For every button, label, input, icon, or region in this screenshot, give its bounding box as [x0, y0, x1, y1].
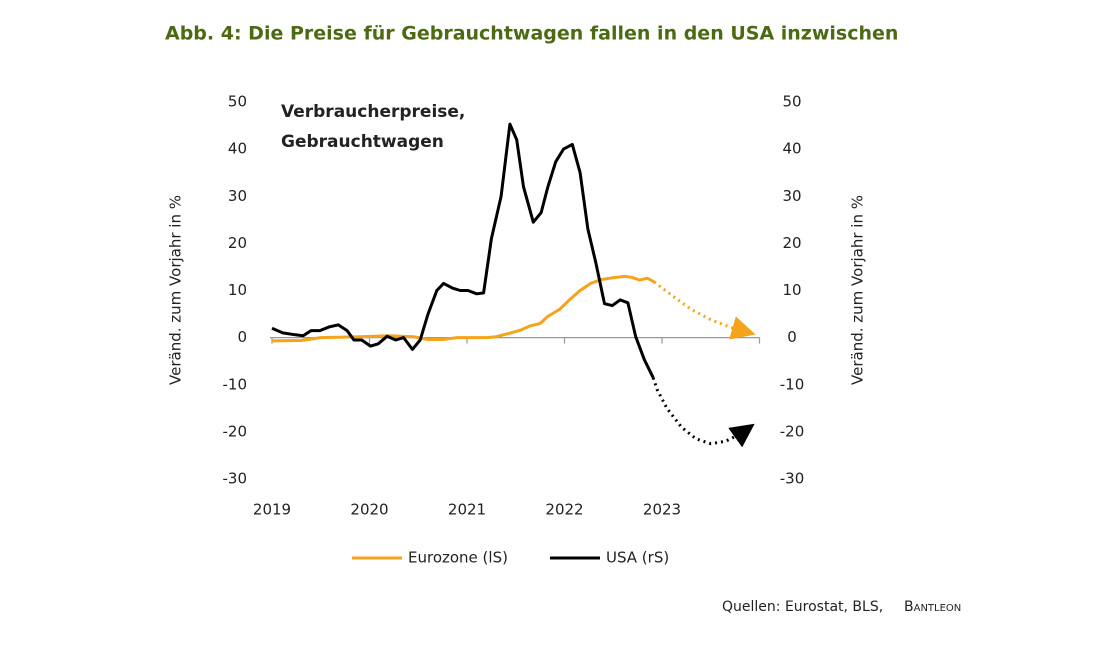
y-tick-label: 0	[237, 328, 247, 346]
y-tick-label: 20	[228, 234, 247, 252]
y2-tick-label: 10	[782, 281, 801, 299]
annotation: Verbraucherpreise,	[281, 102, 465, 122]
forecast-line	[653, 280, 756, 340]
y-axis-label: Veränd. zum Vorjahr in %	[167, 195, 185, 385]
y2-tick-label: -20	[780, 422, 805, 440]
y2-tick-label: 30	[782, 187, 801, 205]
y2-tick-label: 20	[782, 234, 801, 252]
forecast-line	[651, 377, 755, 448]
y2-tick-label: -10	[780, 375, 805, 393]
y-tick-label: -30	[223, 470, 248, 488]
source-brand: Bantleon	[904, 599, 961, 615]
y-tick-label: 50	[228, 93, 247, 111]
annotation: Gebrauchtwagen	[281, 132, 444, 152]
y2-tick-label: 40	[782, 140, 801, 158]
x-tick-label: 2019	[253, 501, 291, 519]
y2-tick-label: 50	[782, 93, 801, 111]
legend-label: USA (rS)	[606, 549, 669, 567]
y-tick-label: -20	[223, 422, 248, 440]
series-line	[271, 122, 655, 379]
x-tick-label: 2022	[545, 501, 583, 519]
series-line	[271, 274, 655, 343]
chart-title: Abb. 4: Die Preise für Gebrauchtwagen fa…	[165, 23, 898, 45]
y2-axis-label: Veränd. zum Vorjahr in %	[849, 195, 867, 385]
x-tick-label: 2023	[643, 501, 681, 519]
y2-tick-label: -30	[780, 470, 805, 488]
y-tick-label: -10	[223, 375, 248, 393]
source: Quellen: Eurostat, BLS,	[722, 599, 883, 615]
x-tick-label: 2020	[350, 501, 388, 519]
legend-label: Eurozone (lS)	[408, 549, 508, 567]
y2-tick-label: 0	[787, 328, 797, 346]
x-tick-label: 2021	[448, 501, 486, 519]
y-tick-label: 10	[228, 281, 247, 299]
y-tick-label: 30	[228, 187, 247, 205]
y-tick-label: 40	[228, 140, 247, 158]
